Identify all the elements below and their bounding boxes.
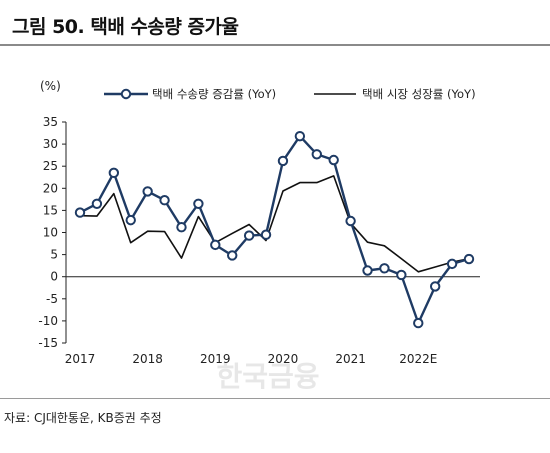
data-point	[379, 263, 390, 274]
y-tick-label: 15	[43, 203, 58, 217]
plot-area	[74, 130, 475, 329]
y-tick-label: 0	[50, 270, 58, 284]
data-point	[210, 239, 221, 251]
data-point	[243, 230, 255, 241]
data-point	[446, 258, 458, 270]
legend-label: 택배 수송량 증감률 (YoY)	[152, 87, 276, 101]
legend: 택배 수송량 증감률 (YoY) 택배 시장 성장률 (YoY)	[104, 87, 476, 101]
data-point	[294, 130, 306, 142]
y-tick-label: 35	[43, 115, 58, 129]
x-tick-label: 2018	[132, 352, 163, 366]
data-point	[362, 265, 373, 276]
data-point	[125, 214, 136, 226]
data-point	[396, 269, 407, 281]
y-tick-label: -5	[46, 292, 58, 306]
footer-divider	[0, 398, 550, 399]
data-point	[260, 229, 272, 240]
data-point	[108, 167, 120, 179]
data-point	[328, 154, 339, 166]
data-point	[429, 281, 441, 292]
data-point	[227, 250, 238, 261]
series-line	[79, 134, 470, 325]
data-point	[277, 155, 289, 167]
data-point	[159, 195, 170, 206]
data-point	[142, 186, 153, 197]
x-tick-label: 2017	[65, 352, 96, 366]
source-note: 자료: CJ대한통운, KB증권 추정	[4, 411, 162, 425]
y-axis: 35 30 25 20 15 10 5 0 -5 -10 -15	[38, 115, 67, 350]
title-divider	[0, 44, 550, 46]
x-axis: 2017 2018 2019 2020 2021 2022E	[65, 276, 480, 366]
data-point	[463, 253, 475, 265]
data-point	[176, 221, 187, 233]
data-point	[91, 198, 103, 209]
legend-swatch-marker	[120, 88, 132, 100]
legend-label: 택배 시장 성장률 (YoY)	[362, 87, 476, 101]
data-point	[311, 149, 322, 160]
y-tick-label: -15	[38, 336, 58, 350]
y-tick-label: 20	[43, 181, 58, 195]
x-tick-label: 2019	[200, 352, 231, 366]
data-point	[345, 215, 356, 227]
x-tick-label: 2022E	[399, 352, 437, 366]
data-point	[74, 207, 86, 218]
y-tick-label: 30	[43, 137, 58, 151]
x-tick-label: 2020	[268, 352, 299, 366]
x-tick-label: 2021	[335, 352, 366, 366]
watermark: 한국금융	[216, 360, 319, 393]
y-tick-label: 5	[50, 248, 58, 262]
y-unit-label: (%)	[40, 79, 61, 93]
series-line	[79, 175, 470, 273]
chart: 한국금융 (%) 택배 수송량 증감률 (YoY) 택배 시장 성장률 (YoY)…	[38, 79, 480, 393]
y-tick-label: -10	[38, 314, 58, 328]
y-tick-label: 10	[43, 226, 58, 240]
page-title: 그림 50. 택배 수송량 증가율	[12, 16, 239, 38]
data-point	[193, 198, 204, 209]
y-tick-label: 25	[43, 159, 58, 173]
data-point	[413, 317, 424, 329]
